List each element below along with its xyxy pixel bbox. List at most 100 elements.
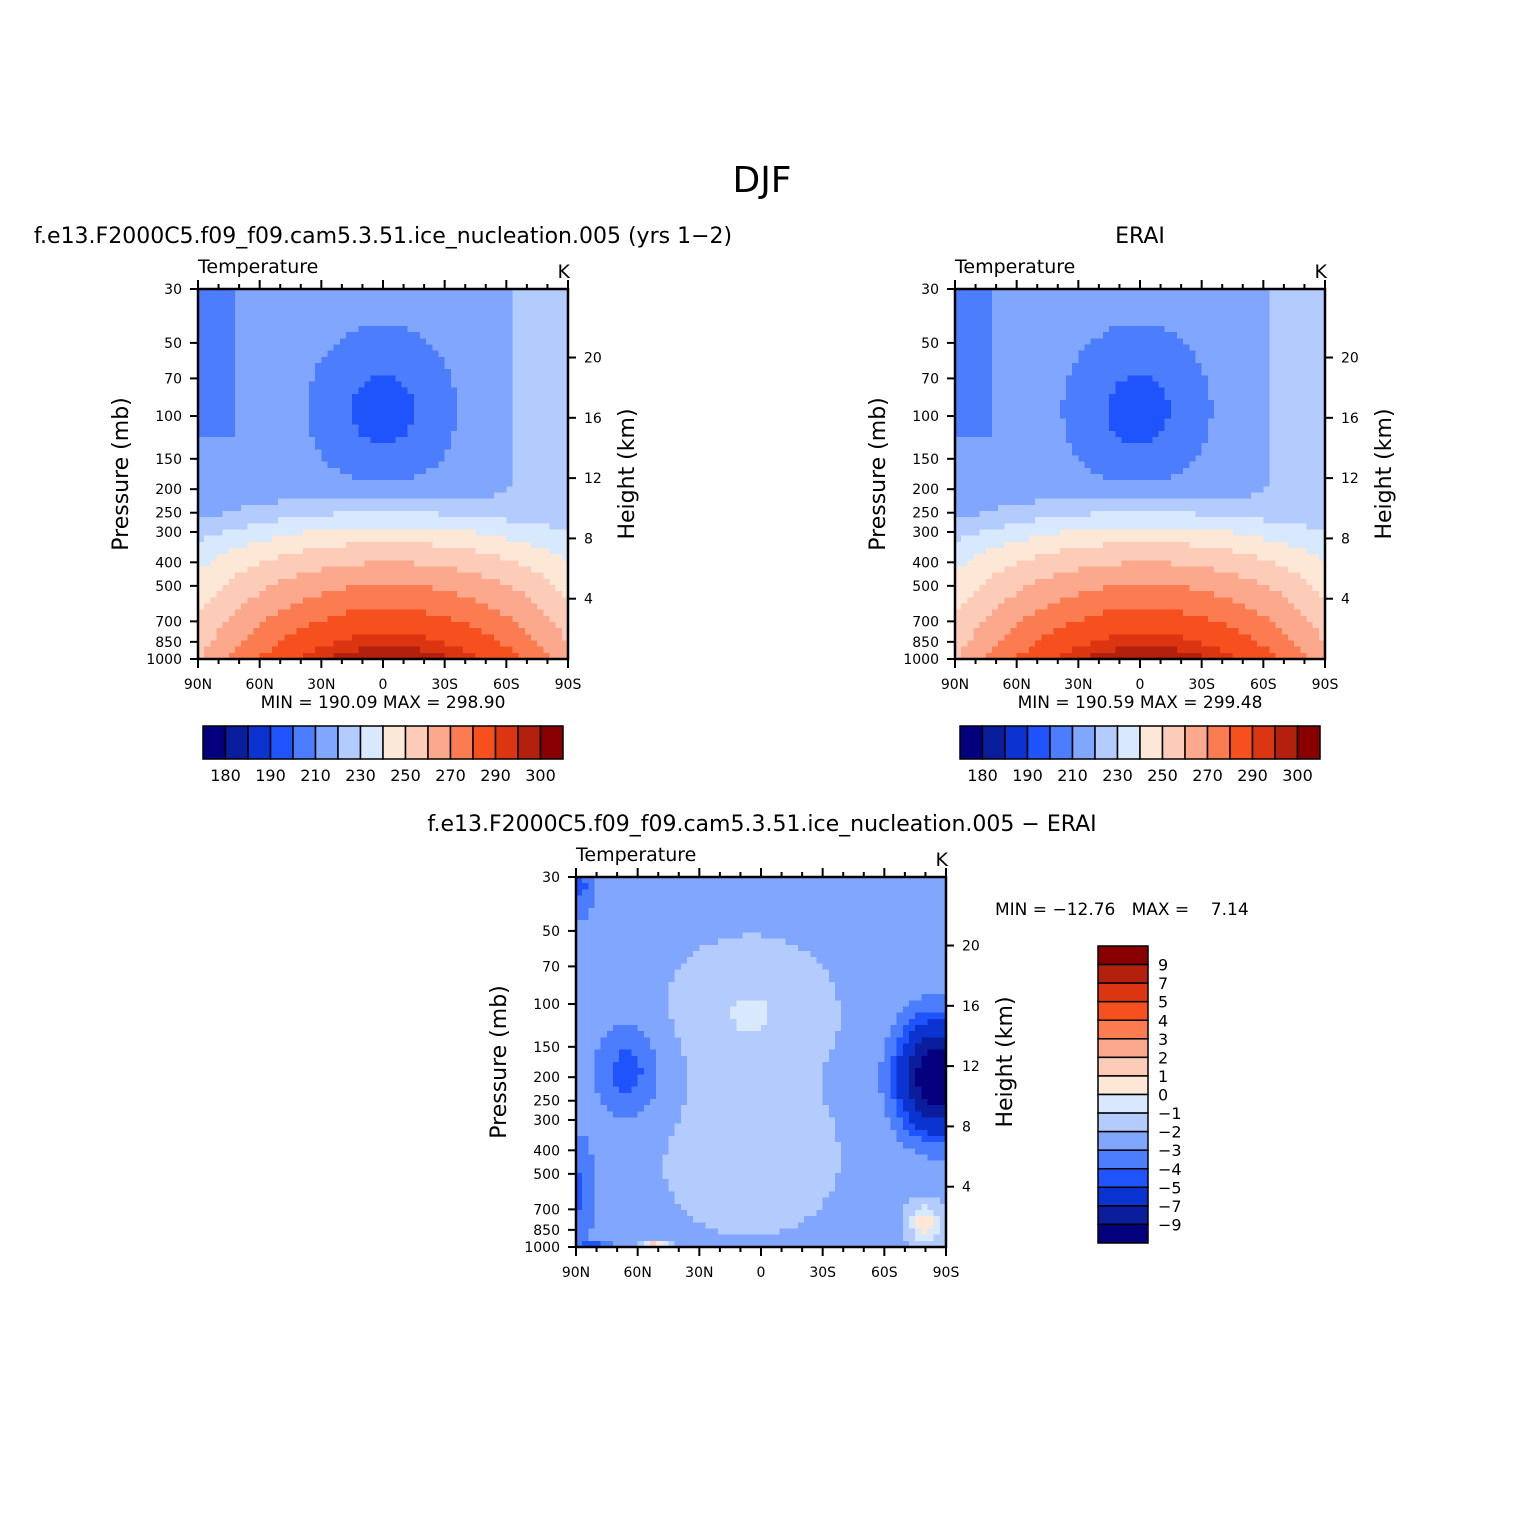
colorbar-box — [1251, 725, 1276, 760]
colorbar-label: 270 — [1192, 766, 1223, 785]
colorbar-box — [517, 725, 542, 760]
colorbar-label: 250 — [390, 766, 421, 785]
lat-tick-label: 0 — [1136, 677, 1145, 693]
pressure-tick-label: 50 — [164, 336, 182, 352]
colorbar-label: −2 — [1158, 1123, 1182, 1142]
y-axis-label: Pressure (mb) — [866, 397, 891, 551]
pressure-tick-label: 500 — [533, 1167, 560, 1183]
pressure-tick-label: 70 — [921, 371, 939, 387]
lat-tick-label: 60N — [246, 677, 274, 693]
colorbar-box — [1097, 1186, 1149, 1207]
pressure-tick-label: 1000 — [146, 652, 182, 668]
colorbar-box — [1071, 725, 1096, 760]
lat-tick-label: 90N — [941, 677, 969, 693]
lat-tick-label: 90N — [562, 1265, 590, 1281]
colorbar-box — [1206, 725, 1231, 760]
colorbar-box — [382, 725, 407, 760]
colorbar-box — [1097, 1149, 1149, 1170]
lat-tick-label: 30S — [1188, 677, 1215, 693]
panel-title: f.e13.F2000C5.f09_f09.cam5.3.51.ice_nucl… — [34, 224, 732, 249]
pressure-tick-label: 250 — [155, 506, 182, 522]
pressure-tick-label: 200 — [155, 482, 182, 498]
lat-tick-label: 90N — [184, 677, 212, 693]
contour-field — [955, 289, 1326, 660]
lat-tick-label: 0 — [379, 677, 388, 693]
panel-title: ERAI — [1115, 224, 1165, 249]
colorbar-label: 4 — [1158, 1011, 1168, 1030]
panel-subtitle: Temperature — [954, 256, 1075, 278]
height-tick-label: 12 — [584, 471, 602, 487]
pressure-tick-label: 1000 — [524, 1240, 560, 1256]
pressure-tick-label: 250 — [912, 506, 939, 522]
colorbar-label: 270 — [435, 766, 466, 785]
page-title: DJF — [732, 160, 791, 201]
colorbar-box — [494, 725, 519, 760]
y-axis-label: Pressure (mb) — [109, 397, 134, 551]
colorbar-box — [1097, 1000, 1149, 1021]
height-tick-label: 8 — [584, 531, 593, 547]
colorbar-label: 3 — [1158, 1030, 1168, 1049]
colorbar-box — [337, 725, 362, 760]
colorbar-label: 210 — [1057, 766, 1088, 785]
pressure-tick-label: 850 — [155, 635, 182, 651]
colorbar-label: 2 — [1158, 1048, 1168, 1067]
lat-tick-label: 0 — [757, 1265, 766, 1281]
pressure-tick-label: 200 — [533, 1070, 560, 1086]
colorbar-box — [981, 725, 1006, 760]
colorbar-box — [1094, 725, 1119, 760]
height-tick-label: 20 — [584, 351, 602, 367]
colorbar-box — [359, 725, 384, 760]
height-tick-label: 20 — [1341, 351, 1359, 367]
colorbar-label: 5 — [1158, 993, 1168, 1012]
lat-tick-label: 90S — [933, 1265, 960, 1281]
pressure-tick-label: 500 — [155, 579, 182, 595]
pressure-tick-label: 400 — [155, 555, 182, 571]
panel-units: K — [558, 261, 571, 283]
colorbar-box — [1296, 725, 1321, 760]
colorbar-box — [1097, 963, 1149, 984]
panel-title: f.e13.F2000C5.f09_f09.cam5.3.51.ice_nucl… — [427, 812, 1096, 837]
colorbar-label: 300 — [525, 766, 556, 785]
colorbar-box — [224, 725, 249, 760]
colorbar-label: 7 — [1158, 974, 1168, 993]
colorbar-box — [404, 725, 429, 760]
colorbar-box — [1097, 1112, 1149, 1133]
colorbar-box — [427, 725, 452, 760]
colorbar-label: 290 — [480, 766, 511, 785]
colorbar-box — [202, 725, 227, 760]
pressure-tick-label: 300 — [912, 525, 939, 541]
colorbar-box — [1097, 1223, 1149, 1244]
colorbar-label: −9 — [1158, 1215, 1182, 1234]
panel-model: f.e13.F2000C5.f09_f09.cam5.3.51.ice_nucl… — [34, 224, 732, 785]
colorbar-box — [1184, 725, 1209, 760]
colorbar-box — [314, 725, 339, 760]
pressure-tick-label: 400 — [912, 555, 939, 571]
pressure-tick-label: 50 — [921, 336, 939, 352]
lat-tick-label: 60N — [624, 1265, 652, 1281]
min-max-label: MIN = −12.76 MAX = 7.14 — [995, 900, 1249, 920]
colorbar-label: 290 — [1237, 766, 1268, 785]
colorbar-box — [1049, 725, 1074, 760]
pressure-tick-label: 50 — [542, 924, 560, 940]
colorbar-box — [1097, 1130, 1149, 1151]
pressure-tick-label: 30 — [164, 282, 182, 298]
lat-tick-label: 30N — [685, 1265, 713, 1281]
colorbar-box — [1139, 725, 1164, 760]
lat-tick-label: 30S — [431, 677, 458, 693]
colorbar: 180 190 210 230 250 270 290 300 — [959, 725, 1321, 785]
colorbar-label: 1 — [1158, 1067, 1168, 1086]
colorbar-box — [1097, 1075, 1149, 1096]
height-tick-label: 8 — [962, 1119, 971, 1135]
lat-tick-label: 90S — [1312, 677, 1339, 693]
pressure-tick-label: 30 — [921, 282, 939, 298]
colorbar-label: 230 — [345, 766, 376, 785]
colorbar-box — [1097, 1019, 1149, 1040]
pressure-tick-label: 500 — [912, 579, 939, 595]
pressure-tick-label: 100 — [155, 409, 182, 425]
height-tick-label: 12 — [962, 1059, 980, 1075]
y-axis-label-right: Height (km) — [1372, 408, 1397, 539]
colorbar-box — [1229, 725, 1254, 760]
lat-tick-label: 90S — [555, 677, 582, 693]
